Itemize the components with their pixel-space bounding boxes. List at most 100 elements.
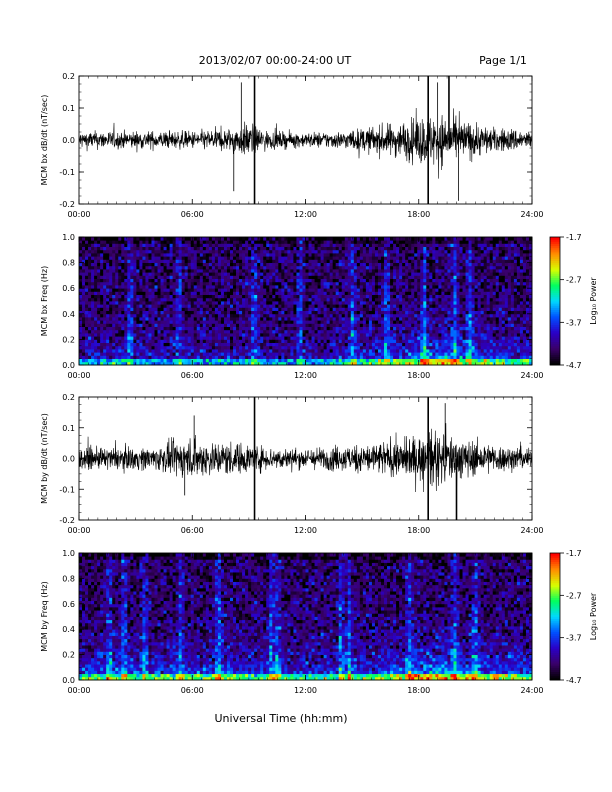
spectrogram-cell: [115, 333, 119, 337]
spectrogram-cell: [257, 275, 261, 279]
spectrogram-cell: [326, 326, 331, 331]
spectrogram-cell: [377, 304, 382, 308]
spectrogram-cell: [423, 237, 427, 241]
spectrogram-cell: [371, 323, 376, 327]
spectrogram-cell: [384, 336, 388, 340]
spectrogram-cell: [396, 253, 400, 257]
spectrogram-cell: [127, 294, 131, 299]
spectrogram-cell: [335, 269, 340, 273]
spectrogram-cell: [387, 288, 391, 292]
spectrogram-cell: [220, 301, 225, 305]
spectrogram-cell: [190, 317, 195, 321]
spectrogram-cell: [266, 358, 270, 363]
spectrogram-cell: [169, 352, 174, 356]
spectrogram-cell: [393, 307, 397, 311]
spectrogram-cell: [251, 355, 255, 359]
spectrogram-cell: [154, 285, 158, 289]
spectrogram-cell: [236, 253, 240, 257]
spectrogram-cell: [293, 278, 297, 283]
spectrogram-cell: [263, 355, 267, 359]
spectrogram-cell: [284, 265, 288, 270]
spectrogram-cell: [377, 246, 382, 251]
spectrogram-cell: [266, 297, 270, 302]
spectrogram-cell: [344, 259, 349, 263]
spectrogram-cell: [160, 310, 164, 315]
spectrogram-cell: [85, 307, 89, 311]
spectrogram-cell: [411, 339, 415, 343]
spectrogram-cell: [106, 272, 110, 276]
spectrogram-cell: [157, 288, 161, 292]
spectrogram-cell: [118, 317, 122, 321]
spectrogram-cell: [432, 246, 436, 251]
spectrogram-cell: [236, 355, 240, 359]
spectrogram-cell: [420, 249, 424, 254]
spectrogram-cell: [365, 278, 370, 283]
spectrogram-cell: [109, 323, 113, 327]
spectrogram-cell: [142, 326, 146, 331]
spectrogram-cell: [172, 269, 177, 273]
spectrogram-cell: [226, 304, 231, 308]
spectrogram-cell: [399, 313, 403, 318]
spectrogram-cell: [239, 304, 243, 308]
spectrogram-cell: [226, 259, 231, 263]
spectrogram-cell: [172, 256, 177, 260]
spectrogram-cell: [142, 310, 146, 315]
spectrogram-cell: [387, 275, 391, 279]
spectrogram-cell: [199, 275, 204, 279]
spectrogram-cell: [359, 256, 364, 260]
spectrogram-cell: [423, 294, 427, 299]
spectrogram-cell: [208, 342, 213, 347]
spectrogram-cell: [275, 301, 279, 305]
spectrogram-cell: [133, 310, 137, 315]
spectrogram-cell: [381, 326, 385, 331]
spectrogram-cell: [371, 275, 376, 279]
spectrogram-cell: [384, 310, 388, 315]
spectrogram-cell: [350, 310, 355, 315]
spectrogram-cell: [257, 301, 261, 305]
spectrogram-cell: [178, 333, 183, 337]
spectrogram-cell: [296, 246, 300, 251]
spectrogram-cell: [82, 240, 86, 244]
spectrogram-cell: [196, 304, 201, 308]
spectrogram-cell: [100, 345, 104, 350]
spectrogram-cell: [287, 310, 291, 315]
spectrogram-cell: [160, 326, 164, 331]
spectrogram-cell: [214, 281, 219, 286]
spectrogram-cell: [248, 291, 252, 295]
spectrogram-cell: [109, 326, 113, 331]
spectrogram-cell: [432, 317, 436, 321]
spectrogram-cell: [353, 249, 358, 254]
spectrogram-cell: [423, 336, 427, 340]
spectrogram-cell: [377, 281, 382, 286]
spectrogram-cell: [308, 278, 312, 283]
spectrogram-cell: [236, 297, 240, 302]
spectrogram-cell: [405, 320, 409, 324]
spectrogram-cell: [97, 256, 101, 260]
spectrogram-cell: [112, 313, 116, 318]
spectrogram-cell: [417, 243, 421, 247]
spectrogram-cell: [323, 256, 328, 260]
spectrogram-cell: [248, 246, 252, 251]
spectrogram-cell: [296, 307, 300, 311]
spectrogram-cell: [335, 329, 340, 334]
spectrogram-cell: [139, 285, 143, 289]
spectrogram-cell: [85, 323, 89, 327]
spectrogram-cell: [356, 307, 361, 311]
spectrogram-cell: [438, 326, 442, 331]
spectrogram-cell: [151, 317, 155, 321]
spectrogram-cell: [353, 301, 358, 305]
spectrogram-cell: [317, 297, 321, 302]
spectrogram-cell: [393, 246, 397, 251]
spectrogram-cell: [374, 326, 379, 331]
spectrogram-cell: [417, 288, 421, 292]
spectrogram-cell: [411, 333, 415, 337]
spectrogram-cell: [326, 336, 331, 340]
spectrogram-cell: [290, 326, 294, 331]
spectrogram-cell: [142, 256, 146, 260]
spectrogram-cell: [233, 336, 237, 340]
spectrogram-cell: [211, 237, 216, 241]
spectrogram-cell: [290, 281, 294, 286]
spectrogram-cell: [97, 265, 101, 270]
spectrogram-cell: [260, 307, 264, 311]
spectrogram-cell: [390, 345, 394, 350]
